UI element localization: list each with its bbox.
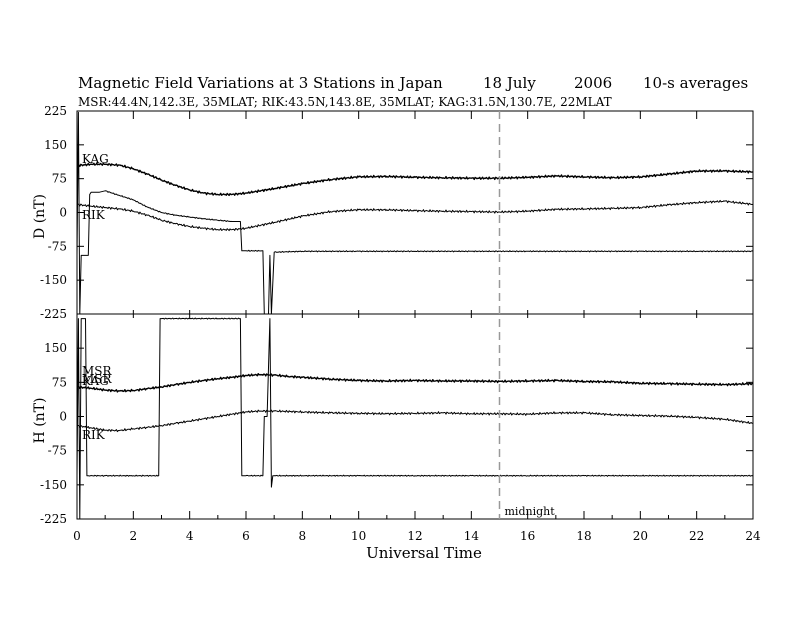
panel-frame-d — [76, 110, 754, 315]
chart-date-day: 18 July — [483, 74, 536, 92]
x-axis: 0 2 4 6 8 10 12 14 16 18 20 22 24 — [73, 111, 761, 543]
y-tick-label: 75 — [52, 172, 67, 186]
series-label-msr-h: MSR — [82, 364, 113, 378]
series-line-msr-d — [76, 111, 754, 315]
chart-station-info: MSR:44.4N,142.3E, 35MLAT; RIK:43.5N,143.… — [78, 95, 612, 109]
series-label-rik-d: RIK — [82, 208, 106, 222]
chart-averaging: 10-s averages — [643, 74, 748, 92]
series-label-kag-h: KAG — [82, 374, 109, 388]
y-tick-label: -75 — [48, 239, 67, 253]
chart-title: Magnetic Field Variations at 3 Stations … — [78, 74, 443, 92]
x-tick-label: 0 — [73, 529, 81, 543]
y-tick-label: 0 — [59, 206, 67, 220]
series-label-rik-h: RIK — [82, 428, 106, 442]
x-tick-label: 4 — [186, 529, 194, 543]
x-tick-label: 14 — [464, 529, 480, 543]
x-tick-label: 6 — [242, 529, 250, 543]
y-tick-label: 225 — [44, 104, 67, 118]
x-tick-label: 2 — [130, 529, 138, 543]
y-axis-label-h: H (nT) — [32, 398, 48, 444]
series-line-msr-h — [76, 317, 754, 520]
x-tick-label: 18 — [576, 529, 591, 543]
x-tick-label: 24 — [745, 529, 761, 543]
series-line-rik-d — [76, 199, 754, 232]
y-tick-label: -75 — [48, 444, 67, 458]
y-tick-label: -150 — [40, 273, 67, 287]
x-tick-label: 8 — [299, 529, 307, 543]
y-tick-label: 75 — [52, 375, 67, 389]
y-tick-label: 150 — [44, 138, 67, 152]
series-line-rik-h — [76, 409, 753, 433]
midnight-marker: midnight — [498, 111, 556, 519]
y-tick-label: -150 — [40, 478, 67, 492]
series-line-kag-d — [76, 162, 754, 197]
series-label-msr-h: MSR — [82, 372, 113, 386]
series-line-kag-h — [76, 373, 754, 393]
series-label-kag-d: KAG — [82, 152, 109, 166]
x-tick-label: 22 — [689, 529, 704, 543]
chart-date-year: 2006 — [574, 74, 612, 92]
x-tick-label: 20 — [633, 529, 648, 543]
x-tick-label: 16 — [520, 529, 535, 543]
panel-frame-h — [76, 313, 754, 520]
d-panel: 225 150 75 0 -75 -150 -225 D (nT) KAG RIK — [32, 104, 754, 321]
midnight-label: midnight — [505, 505, 556, 518]
y-tick-label: 0 — [59, 410, 67, 424]
x-tick-label: 10 — [351, 529, 366, 543]
x-tick-label: 12 — [407, 529, 422, 543]
y-tick-label: 150 — [44, 341, 67, 355]
y-tick-label: -225 — [40, 307, 67, 321]
y-tick-label: -225 — [40, 512, 67, 526]
y-axis-label-d: D (nT) — [32, 194, 48, 239]
x-axis-label: Universal Time — [366, 544, 482, 562]
